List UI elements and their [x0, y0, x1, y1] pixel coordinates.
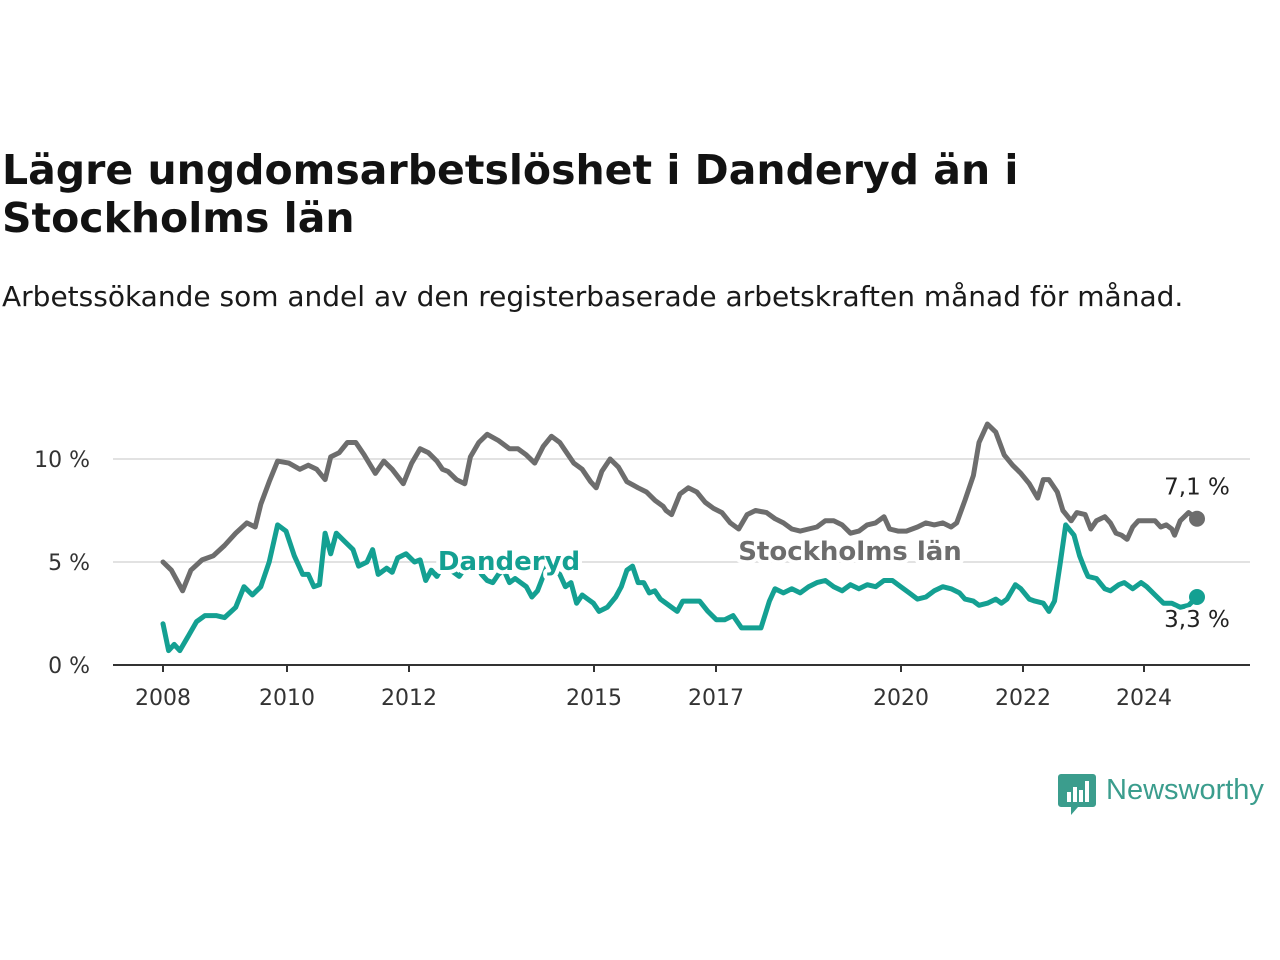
x-tick-label: 2008 [135, 686, 191, 711]
series-lines [160, 421, 1205, 654]
series-name-label: Stockholms län [738, 537, 962, 567]
newsworthy-logo: Newsworthy [1058, 772, 1280, 820]
end-point-marker [1189, 589, 1205, 606]
x-tick-label: 2015 [566, 686, 622, 711]
series-line-danderyd [160, 522, 1200, 654]
x-tick-label: 2020 [873, 686, 929, 711]
x-tick-label: 2022 [995, 686, 1051, 711]
newsworthy-logo-icon [1058, 774, 1096, 815]
x-tick-label: 2012 [381, 686, 437, 711]
x-tick-label: 2024 [1116, 686, 1172, 711]
y-tick-label: 5 % [48, 551, 90, 576]
series-name-label: Danderyd [438, 547, 580, 577]
end-point-marker [1189, 510, 1205, 527]
y-tick-label: 0 % [48, 654, 90, 679]
end-value-label: 7,1 % [1164, 475, 1230, 501]
series-labels: 7,1 % 3,3 % Danderyd Stockholms län [434, 472, 1233, 636]
chart-title: Lägre ungdomsarbetslöshet i Danderyd än … [2, 146, 1019, 242]
chart-subtitle: Arbetssökande som andel av den registerb… [2, 280, 1184, 313]
series-line-stockholms-län [160, 421, 1200, 594]
axes: 0 % 5 % 10 % 2008 2010 2012 2015 2017 2020 2022 20… [34, 448, 1250, 711]
x-tick-label: 2010 [259, 686, 315, 711]
y-tick-label: 10 % [34, 448, 90, 473]
brand-name: Newsworthy [1106, 774, 1264, 806]
end-value-label: 3,3 % [1164, 607, 1230, 633]
x-tick-label: 2017 [688, 686, 744, 711]
line-chart: 0 % 5 % 10 % 2008 2010 2012 2015 2017 2020 2022 20… [34, 421, 1250, 711]
